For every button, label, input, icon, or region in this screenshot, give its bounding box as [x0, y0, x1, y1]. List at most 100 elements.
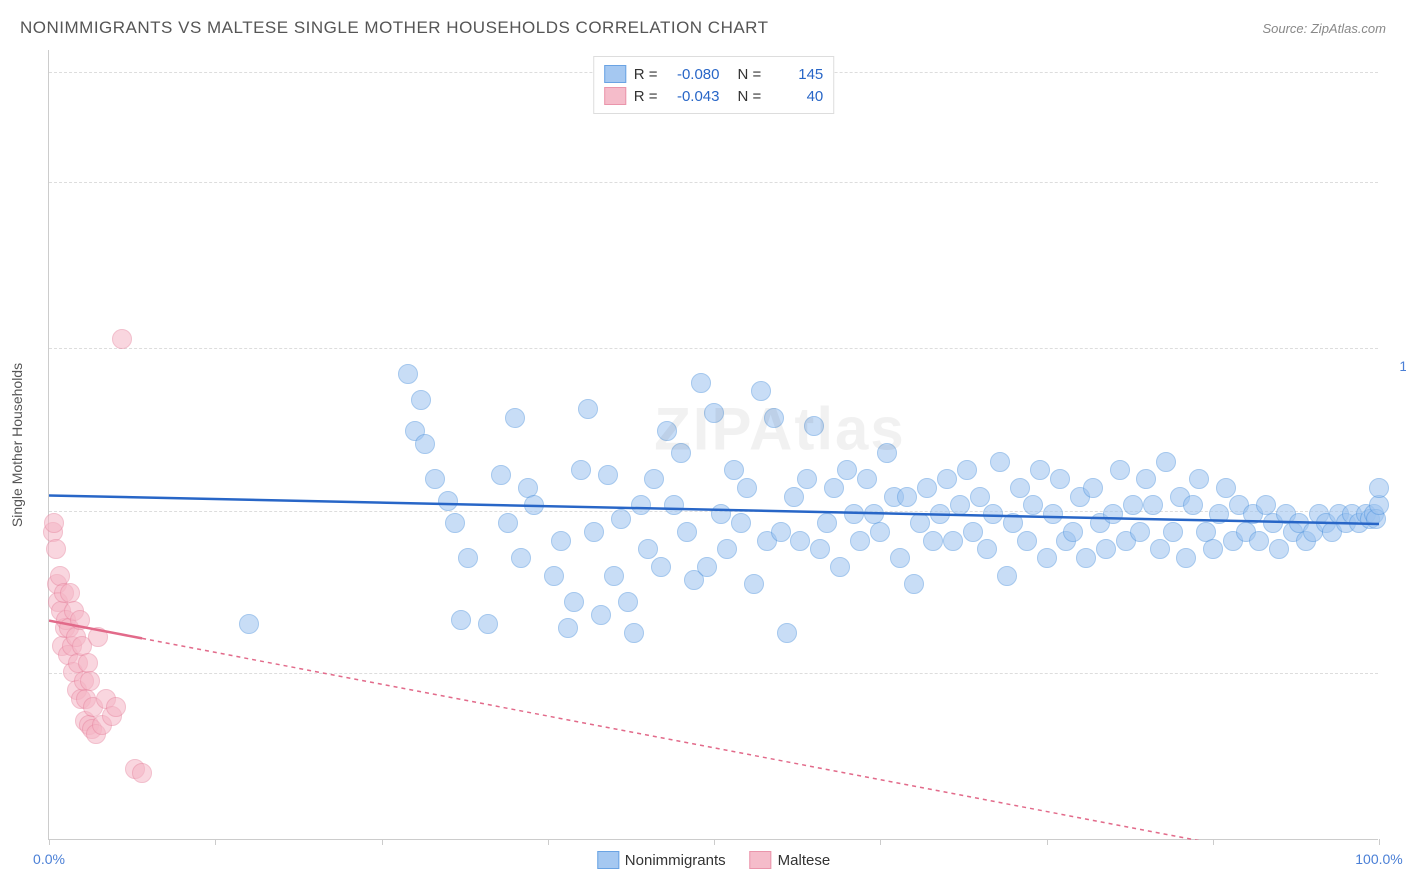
- r-value-2: -0.043: [670, 88, 720, 105]
- nonimmigrants-point: [1123, 495, 1143, 515]
- nonimmigrants-point: [1003, 513, 1023, 533]
- nonimmigrants-point: [1163, 522, 1183, 542]
- y-tick-label: 7.5%: [1383, 521, 1406, 537]
- nonimmigrants-point: [624, 623, 644, 643]
- nonimmigrants-point: [704, 403, 724, 423]
- n-value-2: 40: [773, 88, 823, 105]
- swatch-maltese: [604, 87, 626, 105]
- nonimmigrants-point: [1369, 478, 1389, 498]
- nonimmigrants-point: [598, 465, 618, 485]
- nonimmigrants-point: [897, 487, 917, 507]
- nonimmigrants-point: [1103, 504, 1123, 524]
- maltese-point: [106, 697, 126, 717]
- nonimmigrants-point: [717, 539, 737, 559]
- nonimmigrants-point: [478, 614, 498, 634]
- nonimmigrants-point: [731, 513, 751, 533]
- gridline: [49, 673, 1378, 674]
- nonimmigrants-point: [777, 623, 797, 643]
- nonimmigrants-point: [677, 522, 697, 542]
- chart-area: Single Mother Households ZIPAtlas R = -0…: [48, 50, 1378, 840]
- nonimmigrants-point: [1156, 452, 1176, 472]
- watermark: ZIPAtlas: [654, 394, 906, 463]
- nonimmigrants-point: [691, 373, 711, 393]
- nonimmigrants-point: [1076, 548, 1096, 568]
- nonimmigrants-point: [1249, 531, 1269, 551]
- nonimmigrants-point: [950, 495, 970, 515]
- nonimmigrants-point: [239, 614, 259, 634]
- nonimmigrants-point: [711, 504, 731, 524]
- legend-stats-row-1: R = -0.080 N = 145: [604, 63, 824, 85]
- nonimmigrants-point: [631, 495, 651, 515]
- x-tick: [880, 839, 881, 845]
- nonimmigrants-point: [671, 443, 691, 463]
- x-tick: [548, 839, 549, 845]
- nonimmigrants-point: [970, 487, 990, 507]
- nonimmigrants-point: [784, 487, 804, 507]
- nonimmigrants-point: [1369, 495, 1389, 515]
- swatch-nonimmigrants-2: [597, 851, 619, 869]
- nonimmigrants-point: [564, 592, 584, 612]
- gridline: [49, 348, 1378, 349]
- nonimmigrants-point: [877, 443, 897, 463]
- nonimmigrants-point: [1043, 504, 1063, 524]
- legend-label-maltese: Maltese: [778, 852, 831, 869]
- maltese-point: [88, 627, 108, 647]
- nonimmigrants-point: [524, 495, 544, 515]
- nonimmigrants-point: [697, 557, 717, 577]
- nonimmigrants-point: [904, 574, 924, 594]
- maltese-point: [70, 610, 90, 630]
- gridline: [49, 182, 1378, 183]
- nonimmigrants-point: [664, 495, 684, 515]
- nonimmigrants-point: [990, 452, 1010, 472]
- nonimmigrants-point: [1143, 495, 1163, 515]
- nonimmigrants-point: [1269, 539, 1289, 559]
- nonimmigrants-point: [1030, 460, 1050, 480]
- nonimmigrants-point: [930, 504, 950, 524]
- nonimmigrants-point: [551, 531, 571, 551]
- nonimmigrants-point: [824, 478, 844, 498]
- nonimmigrants-point: [511, 548, 531, 568]
- nonimmigrants-point: [411, 390, 431, 410]
- nonimmigrants-point: [458, 548, 478, 568]
- nonimmigrants-point: [790, 531, 810, 551]
- nonimmigrants-point: [1110, 460, 1130, 480]
- x-tick-label: 100.0%: [1355, 851, 1402, 867]
- maltese-trend-line: [49, 50, 1379, 840]
- nonimmigrants-point: [923, 531, 943, 551]
- nonimmigrants-point: [651, 557, 671, 577]
- nonimmigrants-point: [1023, 495, 1043, 515]
- nonimmigrants-point: [797, 469, 817, 489]
- legend-label-nonimmigrants: Nonimmigrants: [625, 852, 726, 869]
- nonimmigrants-point: [937, 469, 957, 489]
- nonimmigrants-point: [724, 460, 744, 480]
- nonimmigrants-point: [817, 513, 837, 533]
- nonimmigrants-point: [844, 504, 864, 524]
- nonimmigrants-point: [1209, 504, 1229, 524]
- nonimmigrants-point: [917, 478, 937, 498]
- legend-stats: R = -0.080 N = 145 R = -0.043 N = 40: [593, 56, 835, 114]
- nonimmigrants-point: [571, 460, 591, 480]
- maltese-point: [80, 671, 100, 691]
- source-prefix: Source:: [1262, 21, 1310, 36]
- nonimmigrants-point: [1017, 531, 1037, 551]
- nonimmigrants-point: [870, 522, 890, 542]
- r-label-1: R =: [634, 66, 658, 83]
- chart-title: NONIMMIGRANTS VS MALTESE SINGLE MOTHER H…: [20, 18, 769, 38]
- nonimmigrants-point: [1010, 478, 1030, 498]
- nonimmigrants-point: [657, 421, 677, 441]
- nonimmigrants-point: [591, 605, 611, 625]
- maltese-point: [44, 513, 64, 533]
- legend-item-nonimmigrants: Nonimmigrants: [597, 851, 726, 869]
- x-tick: [1047, 839, 1048, 845]
- nonimmigrants-point: [1037, 548, 1057, 568]
- nonimmigrants-point: [963, 522, 983, 542]
- nonimmigrants-point: [398, 364, 418, 384]
- nonimmigrants-point: [1183, 495, 1203, 515]
- maltese-point: [60, 583, 80, 603]
- nonimmigrants-point: [415, 434, 435, 454]
- nonimmigrants-point: [445, 513, 465, 533]
- maltese-point: [46, 539, 66, 559]
- source-label: Source: ZipAtlas.com: [1262, 20, 1386, 38]
- nonimmigrants-point: [890, 548, 910, 568]
- nonimmigrants-point: [1063, 522, 1083, 542]
